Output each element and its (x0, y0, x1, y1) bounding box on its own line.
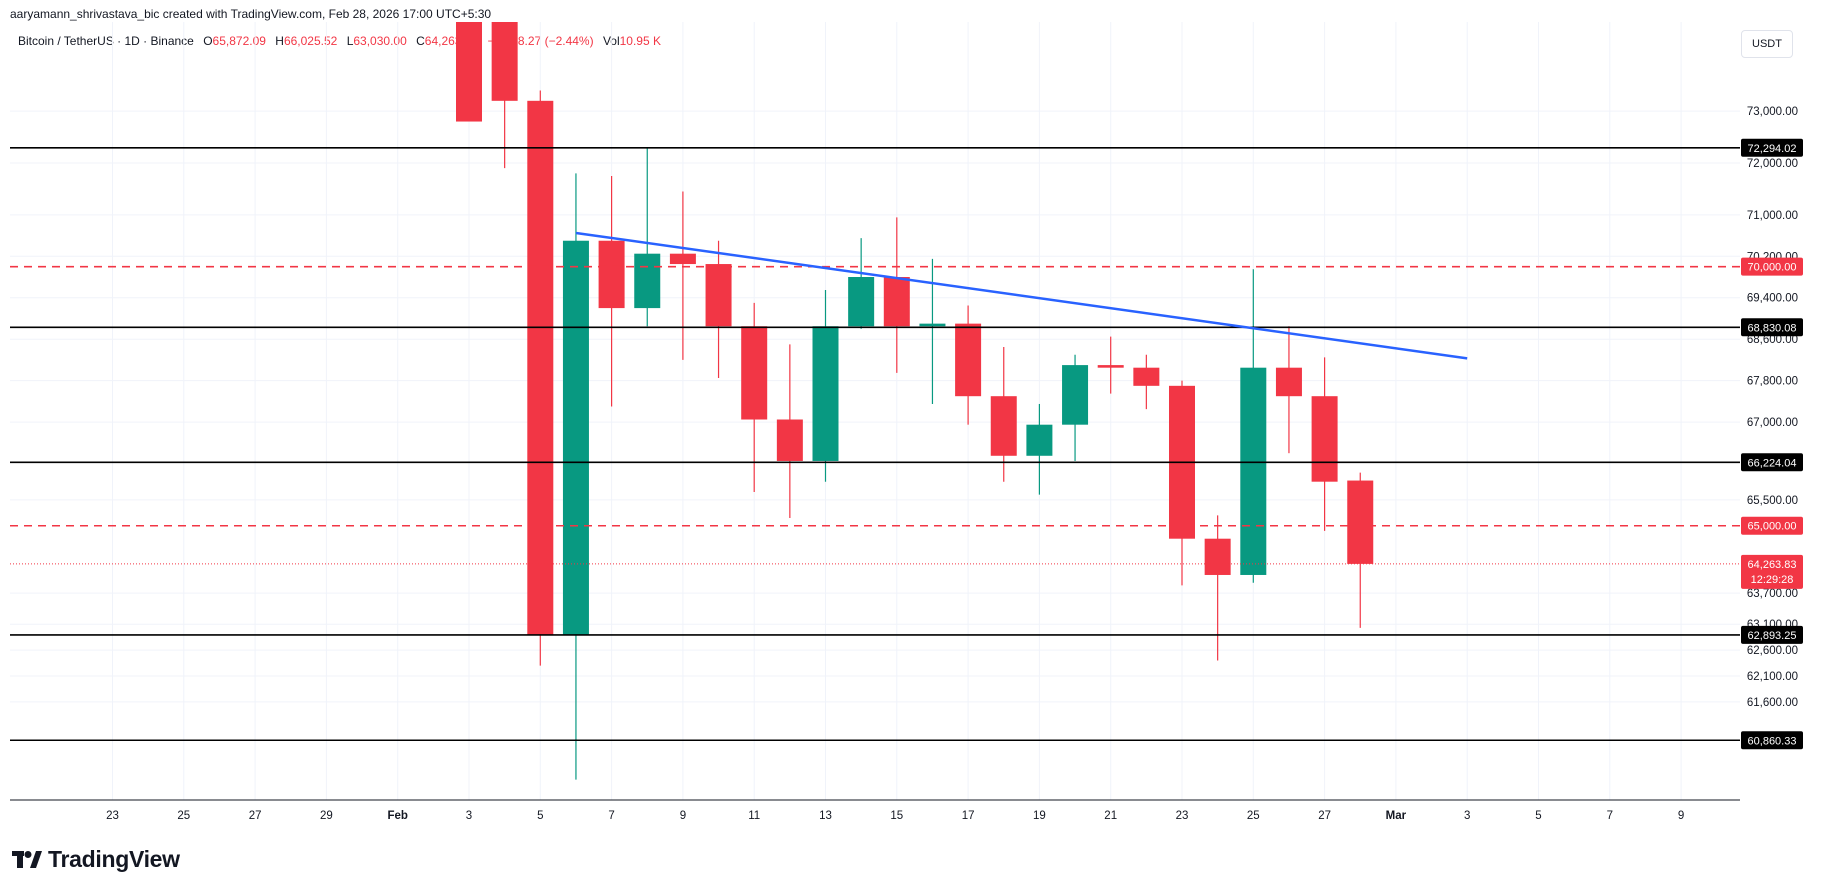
level-price-label: 60,860.33 (1748, 735, 1797, 747)
candle-body (1133, 367, 1160, 386)
legend-high-value: 66,025.52 (283, 34, 338, 48)
candle-body (848, 277, 875, 327)
y-tick-label: 72,000.00 (1747, 158, 1798, 170)
x-tick-label: 17 (962, 810, 975, 822)
candle-body (562, 240, 589, 635)
tradingview-brand[interactable]: TradingView (12, 846, 180, 873)
y-tick-label: 71,000.00 (1747, 210, 1798, 222)
level-price-badge (1741, 453, 1803, 472)
candle-body (491, 22, 518, 101)
legend-high-label: H (275, 34, 284, 48)
x-tick-label: Mar (1386, 810, 1407, 822)
level-price-label: 66,224.04 (1748, 457, 1797, 469)
y-tick-label: 62,100.00 (1747, 671, 1798, 683)
candle-body (705, 264, 732, 327)
x-tick-label: 19 (1033, 810, 1046, 822)
candle-body (1275, 367, 1302, 397)
x-tick-label: 9 (1678, 810, 1684, 822)
candle-body (1026, 424, 1053, 456)
level-price-label: 62,893.25 (1748, 630, 1797, 642)
y-tick-label: 67,000.00 (1747, 417, 1798, 429)
y-tick-label: 61,600.00 (1747, 697, 1798, 709)
candle-body (669, 253, 696, 265)
candle-body (598, 240, 625, 309)
level-price-label: 68,830.08 (1748, 322, 1797, 334)
candle-body (1204, 538, 1231, 575)
level-price-badge (1741, 138, 1803, 157)
legend-open-label: O (203, 34, 213, 48)
legend-low-value: 63,030.00 (353, 34, 407, 48)
plot-area (10, 22, 1740, 780)
legend-symbol[interactable]: Bitcoin / TetherUS · 1D · Binance (18, 34, 194, 48)
candle-body (1062, 365, 1089, 425)
tradingview-wordmark: TradingView (48, 846, 180, 872)
x-tick-label: 15 (890, 810, 903, 822)
x-tick-label: Feb (387, 810, 407, 822)
level-price-badge (1741, 257, 1803, 276)
x-tick-label: 25 (1247, 810, 1260, 822)
candle-body (456, 22, 482, 122)
last-price-label: 64,263.83 (1748, 559, 1797, 571)
level-price-label: 72,294.02 (1748, 143, 1797, 155)
x-tick-label: 13 (819, 810, 832, 822)
x-tick-label: 23 (106, 810, 119, 822)
x-tick-label: 3 (1464, 810, 1470, 822)
level-price-label: 70,000.00 (1748, 262, 1797, 274)
legend-open-value: 65,872.09 (212, 34, 266, 48)
candle-body (1347, 480, 1374, 564)
y-tick-label: 73,000.00 (1747, 106, 1798, 118)
x-tick-label: 21 (1104, 810, 1117, 822)
candle-body (741, 326, 768, 420)
candle-body (883, 277, 910, 327)
level-price-badge (1741, 625, 1803, 644)
x-tick-label: 27 (249, 810, 262, 822)
y-tick-label: 65,500.00 (1747, 495, 1798, 507)
x-tick-label: 27 (1318, 810, 1331, 822)
candle-body (776, 419, 803, 461)
tradingview-logo-icon (12, 850, 42, 868)
x-tick-label: 5 (1535, 810, 1541, 822)
x-tick-label: 25 (177, 810, 190, 822)
candle-body (634, 253, 661, 309)
bar-countdown-label: 12:29:28 (1751, 574, 1794, 586)
x-tick-label: 7 (608, 810, 614, 822)
legend-low-label: L (346, 34, 354, 48)
x-tick-label: 9 (680, 810, 686, 822)
level-price-badge (1741, 731, 1803, 750)
legend-volume-value: 10.95 K (619, 34, 661, 48)
candle-body (919, 323, 946, 327)
x-tick-label: 23 (1176, 810, 1189, 822)
chart-attribution: aaryamann_shrivastava_bic created with T… (10, 7, 492, 21)
x-tick-label: 7 (1607, 810, 1613, 822)
y-tick-label: 69,400.00 (1747, 293, 1798, 305)
x-tick-label: 29 (320, 810, 333, 822)
currency-button[interactable]: USDT (1741, 30, 1793, 58)
x-tick-label: 11 (748, 810, 760, 822)
y-tick-label: 62,600.00 (1747, 645, 1798, 657)
legend-close-label: C (416, 34, 425, 48)
y-tick-label: 68,600.00 (1747, 334, 1798, 346)
level-price-badge (1741, 516, 1803, 535)
candle-body (812, 326, 839, 461)
candle-body (1311, 396, 1338, 482)
trendline (575, 231, 1468, 360)
candle-body (527, 100, 554, 635)
y-tick-label: 67,800.00 (1747, 376, 1798, 388)
candle-body (990, 396, 1017, 456)
candle-body (1097, 365, 1124, 368)
y-tick-label: 63,700.00 (1747, 588, 1798, 600)
x-tick-label: 3 (466, 810, 472, 822)
candle-body (955, 323, 982, 397)
level-price-label: 65,000.00 (1748, 521, 1797, 533)
level-price-badge (1741, 318, 1803, 337)
last-price-badge (1741, 554, 1803, 589)
x-tick-label: 5 (537, 810, 543, 822)
candle-body (1240, 367, 1267, 575)
